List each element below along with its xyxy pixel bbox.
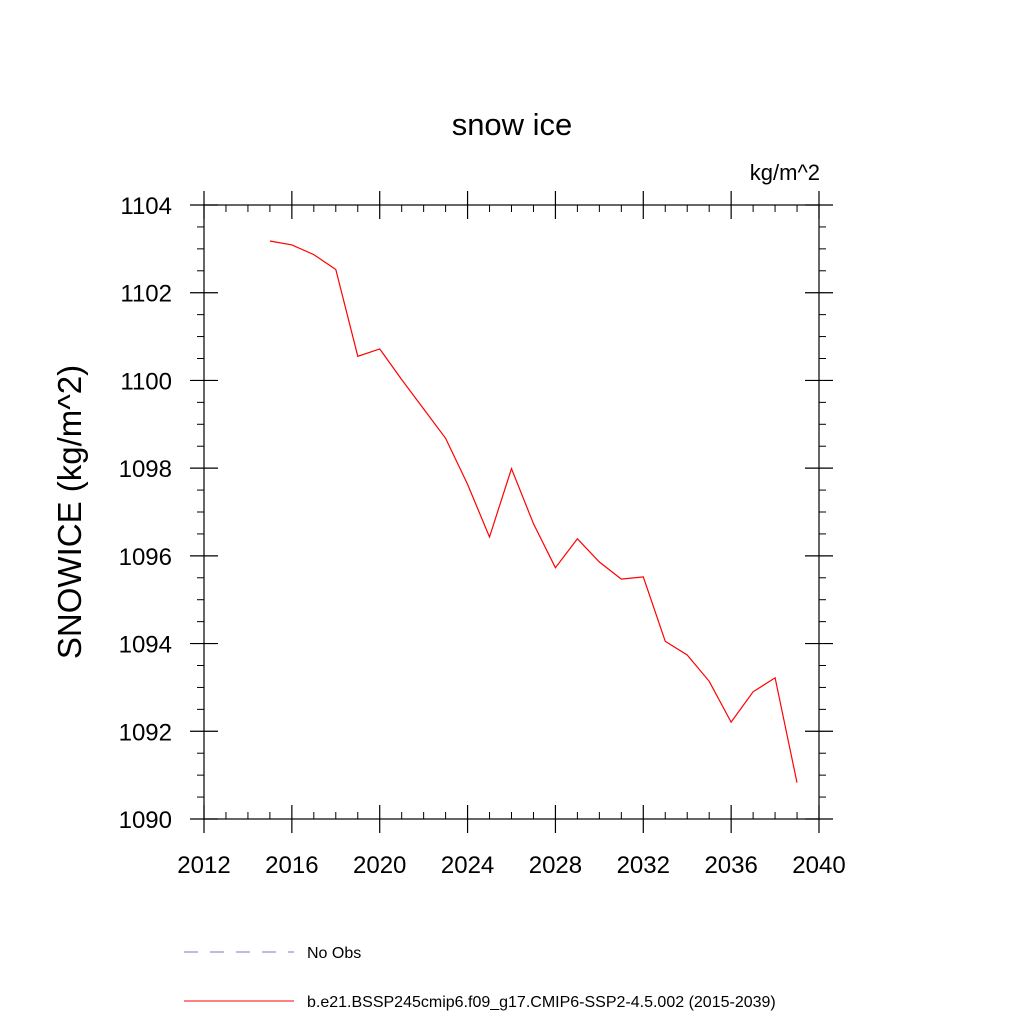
x-tick-label: 2040 — [792, 852, 845, 879]
series-line-1 — [269, 240, 798, 783]
units-label: kg/m^2 — [750, 160, 820, 185]
legend-entry-0: No Obs — [307, 945, 361, 962]
axis-ticks — [190, 191, 833, 833]
y-tick-label: 1102 — [120, 281, 172, 308]
y-axis-label: SNOWICE (kg/m^2) — [51, 365, 88, 659]
chart-title: snow ice — [452, 107, 573, 142]
y-tick-label: 1094 — [119, 632, 172, 659]
legend: No Obs b.e21.BSSP245cmip6.f09_g17.CMIP6-S… — [184, 945, 776, 1011]
x-tick-label: 2020 — [353, 852, 406, 879]
x-tick-label: 2036 — [704, 852, 757, 879]
y-tick-label: 1090 — [119, 807, 172, 834]
x-tick-label: 2028 — [529, 852, 582, 879]
y-tick-label: 1098 — [119, 456, 172, 483]
y-tick-label: 1104 — [120, 193, 172, 220]
tick-labels: 2012 2016 2020 2024 2028 2032 2036 2040 1090 1092… — [119, 193, 846, 879]
x-tick-label: 2024 — [441, 852, 494, 879]
series-group — [269, 240, 798, 783]
x-tick-label: 2012 — [177, 852, 230, 879]
legend-entry-1: b.e21.BSSP245cmip6.f09_g17.CMIP6-SSP2-4.… — [307, 994, 776, 1011]
x-tick-label: 2016 — [265, 852, 318, 879]
y-tick-label: 1092 — [119, 719, 172, 746]
y-tick-label: 1100 — [120, 368, 172, 395]
y-tick-label: 1096 — [119, 544, 172, 571]
x-tick-label: 2032 — [617, 852, 670, 879]
plot-frame — [203, 204, 820, 820]
